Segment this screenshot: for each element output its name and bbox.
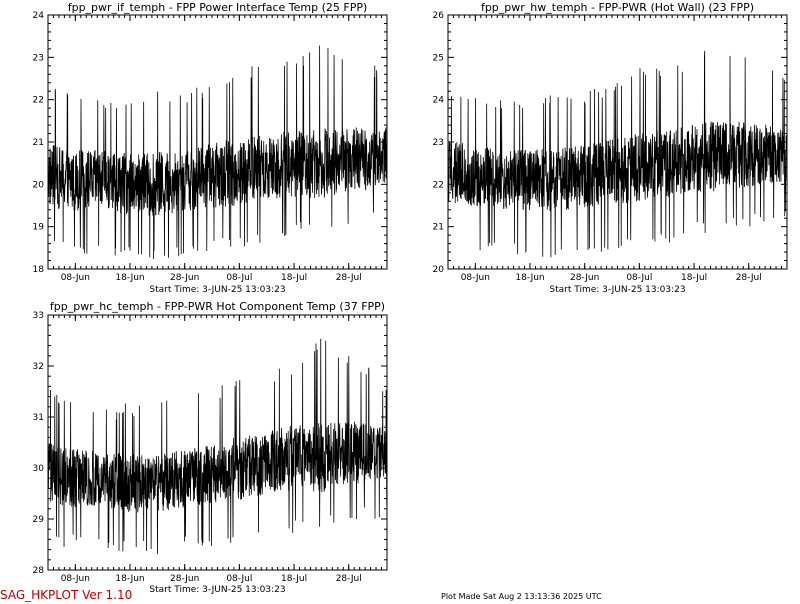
y-tick-label: 22 xyxy=(433,180,444,190)
y-tick-label: 20 xyxy=(33,180,45,190)
x-tick-label: 28-Jun xyxy=(170,574,199,584)
chart-if-temp: fpp_pwr_if_temph - FPP Power Interface T… xyxy=(33,1,388,295)
x-tick-label: 18-Jul xyxy=(281,273,307,283)
x-tick-label: 18-Jun xyxy=(115,574,144,584)
y-tick-label: 18 xyxy=(33,265,45,275)
x-tick-label: 28-Jul xyxy=(736,273,762,283)
y-tick-label: 26 xyxy=(433,11,445,21)
chart-title: fpp_pwr_if_temph - FPP Power Interface T… xyxy=(68,1,368,14)
chart-panel-if-temp: fpp_pwr_if_temph - FPP Power Interface T… xyxy=(0,0,400,300)
x-tick-label: 08-Jun xyxy=(61,574,90,584)
y-tick-label: 31 xyxy=(33,413,44,423)
y-tick-label: 22 xyxy=(33,96,44,106)
y-tick-label: 23 xyxy=(33,53,44,63)
x-tick-label: 08-Jun xyxy=(61,273,90,283)
y-tick-label: 21 xyxy=(433,223,444,233)
x-tick-label: 08-Jul xyxy=(226,574,252,584)
y-tick-label: 24 xyxy=(33,11,45,21)
program-version-label: SAG_HKPLOT Ver 1.10 xyxy=(0,588,133,602)
y-tick-label: 20 xyxy=(433,265,445,275)
y-tick-label: 23 xyxy=(433,138,444,148)
y-tick-label: 33 xyxy=(33,311,44,321)
x-tick-label: 18-Jul xyxy=(281,574,307,584)
y-tick-label: 32 xyxy=(33,362,44,372)
y-tick-label: 29 xyxy=(33,515,45,525)
x-tick-label: 28-Jun xyxy=(570,273,599,283)
start-time-label: Start Time: 3-JUN-25 13:03:23 xyxy=(149,585,285,595)
y-tick-label: 28 xyxy=(33,566,45,576)
plot-made-timestamp: Plot Made Sat Aug 2 13:13:36 2025 UTC xyxy=(441,592,602,601)
y-tick-label: 19 xyxy=(33,223,45,233)
x-tick-label: 18-Jul xyxy=(681,273,707,283)
data-trace xyxy=(47,338,388,555)
x-tick-label: 28-Jun xyxy=(170,273,199,283)
data-trace xyxy=(47,45,388,259)
x-tick-label: 08-Jul xyxy=(626,273,652,283)
chart-panel-hc-temp: fpp_pwr_hc_temph - FPP-PWR Hot Component… xyxy=(0,300,400,600)
x-tick-label: 18-Jun xyxy=(115,273,144,283)
chart-hc-temp: fpp_pwr_hc_temph - FPP-PWR Hot Component… xyxy=(33,300,388,595)
x-tick-label: 08-Jun xyxy=(461,273,490,283)
chart-panel-hw-temp: fpp_pwr_hw_temph - FPP-PWR (Hot Wall) (2… xyxy=(400,0,800,300)
x-tick-label: 28-Jul xyxy=(336,574,362,584)
start-time-label: Start Time: 3-JUN-25 13:03:23 xyxy=(149,285,285,295)
x-tick-label: 18-Jun xyxy=(515,273,544,283)
start-time-label: Start Time: 3-JUN-25 13:03:23 xyxy=(549,285,685,295)
x-tick-label: 28-Jul xyxy=(336,273,362,283)
data-trace xyxy=(447,50,788,258)
x-tick-label: 08-Jul xyxy=(226,273,252,283)
y-tick-label: 24 xyxy=(433,96,445,106)
y-tick-label: 30 xyxy=(33,464,45,474)
y-tick-label: 25 xyxy=(433,53,444,63)
chart-hw-temp: fpp_pwr_hw_temph - FPP-PWR (Hot Wall) (2… xyxy=(433,1,788,295)
y-tick-label: 21 xyxy=(33,138,44,148)
chart-title: fpp_pwr_hc_temph - FPP-PWR Hot Component… xyxy=(50,300,385,313)
chart-title: fpp_pwr_hw_temph - FPP-PWR (Hot Wall) (2… xyxy=(481,1,754,14)
